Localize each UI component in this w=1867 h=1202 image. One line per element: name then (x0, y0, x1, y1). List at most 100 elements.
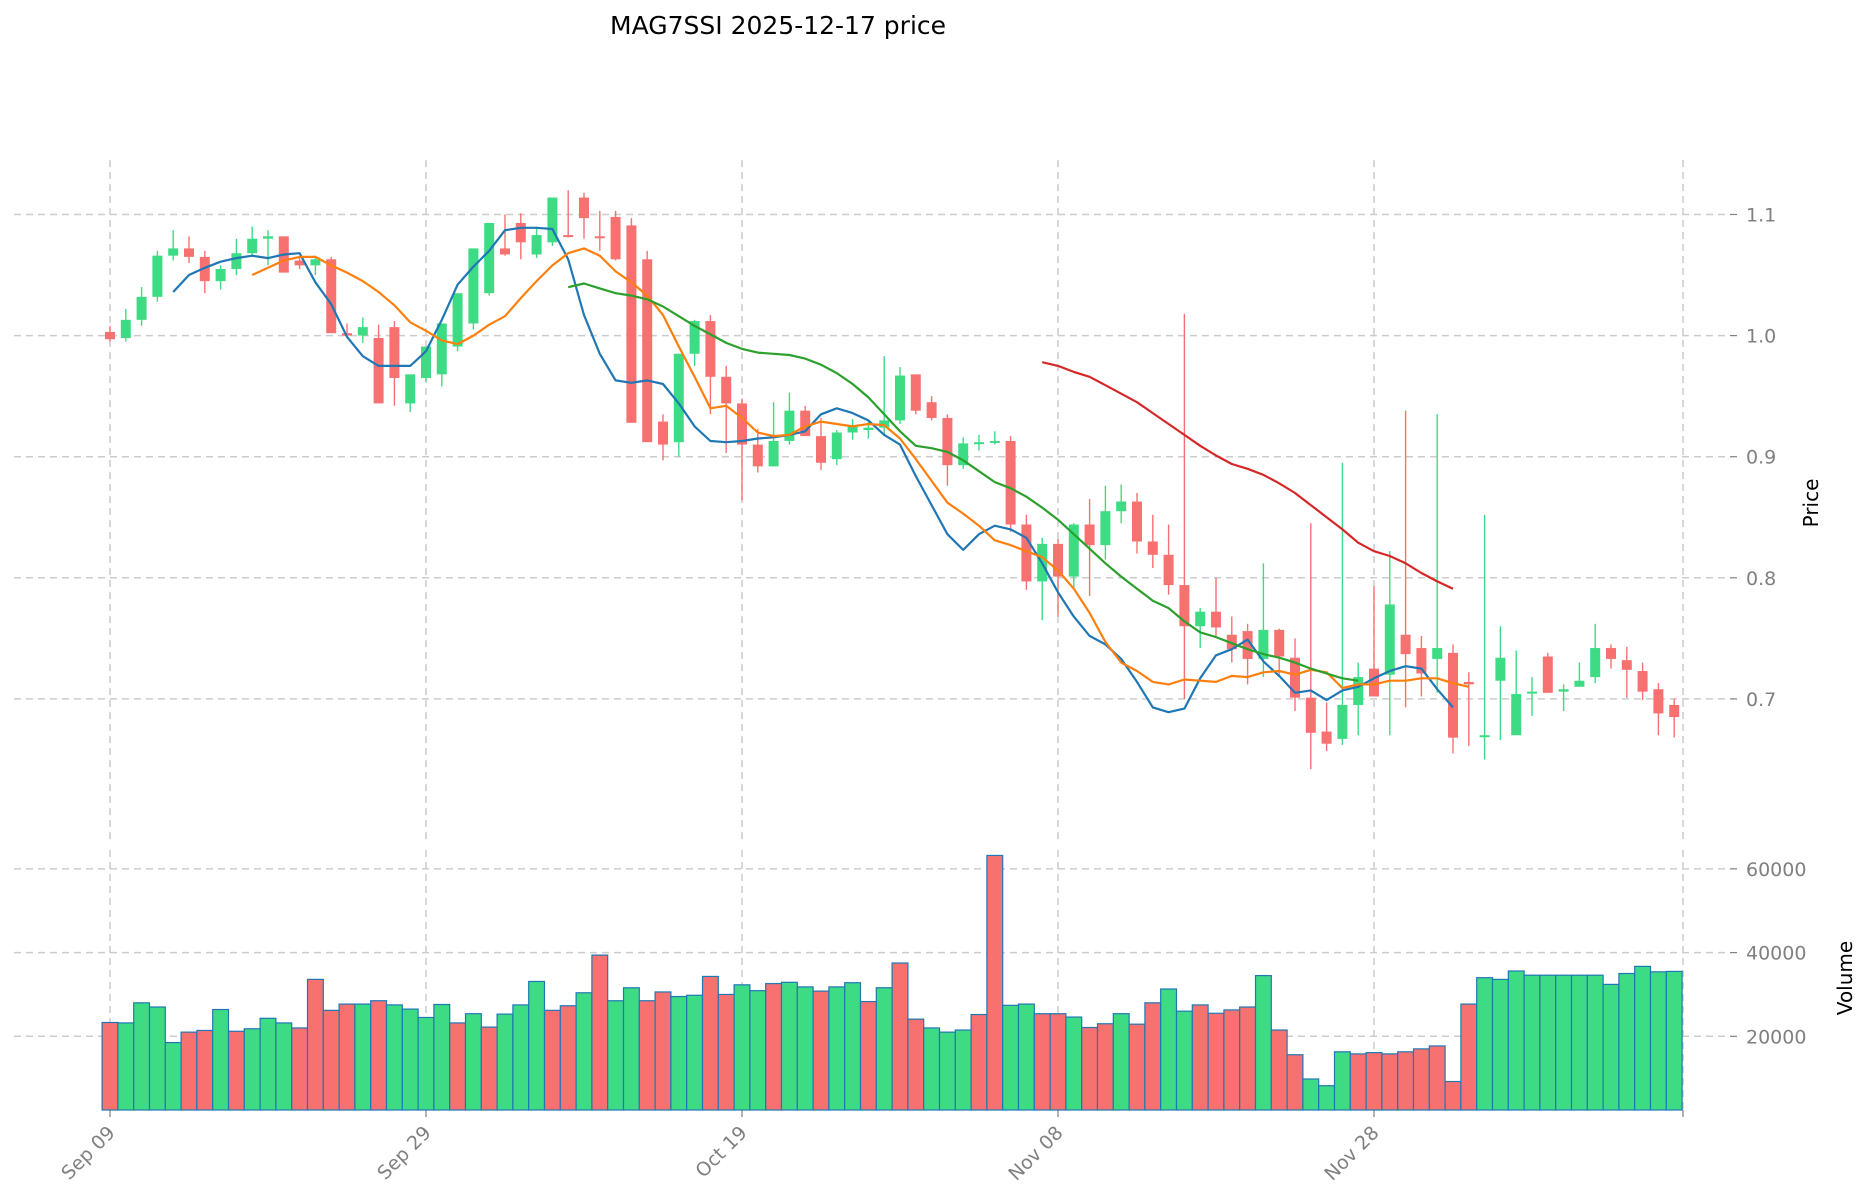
volume-bar (370, 1000, 388, 1111)
volume-bar (844, 982, 862, 1111)
volume-bar (591, 954, 609, 1111)
volume-bar (1286, 1054, 1304, 1111)
volume-bar (686, 994, 704, 1111)
volume-bar (1507, 970, 1525, 1111)
candle-body (389, 327, 400, 378)
volume-bar (701, 975, 719, 1111)
volume-bar (259, 1017, 277, 1111)
candle-body (1211, 611, 1221, 628)
volume-bar (1634, 965, 1652, 1111)
grid-lines (14, 160, 1730, 1110)
candle-body (721, 376, 732, 404)
volume-bar (1570, 974, 1588, 1111)
volume-bar (1523, 974, 1541, 1111)
candle-body (484, 222, 495, 294)
candle-body (500, 248, 510, 255)
candle-body (689, 321, 700, 354)
volume-bar (212, 1008, 230, 1111)
candle-body (926, 402, 937, 418)
candle-body (642, 259, 653, 443)
candle-body (1511, 694, 1522, 736)
candle-body (294, 260, 305, 266)
candle-body (1290, 657, 1300, 698)
volume-bar (543, 1009, 561, 1111)
volume-bar (528, 980, 546, 1111)
candle-body (1384, 604, 1395, 675)
volume-bar (986, 854, 1004, 1111)
x-tick-label: Sep 29 (373, 1122, 435, 1184)
candle-body (1021, 524, 1032, 582)
candle-body (136, 296, 147, 320)
volume-bar (480, 1026, 498, 1111)
candle-body (421, 346, 431, 378)
price-tick-label: 0.8 (1746, 568, 1776, 590)
volume-bar (670, 995, 688, 1111)
candle-body (468, 248, 479, 324)
volume-bar (496, 1013, 514, 1111)
candle-body (989, 440, 1000, 443)
volume-bar (1460, 1003, 1478, 1111)
candle-body (958, 443, 969, 466)
candle-body (942, 417, 953, 466)
candle-body (816, 436, 826, 463)
volume-bar (1618, 972, 1636, 1111)
moving-average-line (567, 282, 1359, 682)
candle-body (1084, 524, 1095, 546)
candle-body (1195, 611, 1206, 627)
volume-axis-label: Volume (1833, 941, 1857, 1015)
candle-body (105, 331, 115, 340)
volume-bar (1428, 1045, 1446, 1111)
volume-bar (907, 1018, 925, 1111)
candle-body (879, 420, 890, 428)
moving-average-line (1041, 361, 1454, 590)
volume-bar (354, 1003, 372, 1111)
volume-bar (717, 993, 735, 1111)
volume-bar (1397, 1051, 1415, 1111)
volume-bars (101, 854, 1683, 1111)
volume-bar (433, 1003, 451, 1111)
candles (105, 190, 1680, 770)
volume-bar (164, 1041, 182, 1111)
candle-body (1400, 634, 1411, 655)
candle-body (1542, 656, 1553, 693)
candle-body (1179, 585, 1190, 627)
volume-bar (180, 1031, 198, 1111)
candle-body (1669, 704, 1680, 718)
candle-body (1258, 629, 1269, 659)
volume-bar (575, 992, 593, 1111)
volume-bar (1207, 1012, 1225, 1111)
candle-body (1226, 634, 1237, 650)
candle-body (626, 225, 637, 423)
candle-body (1432, 648, 1443, 659)
volume-bar (1254, 975, 1272, 1111)
volume-bar (1033, 1013, 1051, 1111)
volume-bar (512, 1004, 530, 1111)
volume-bar (828, 986, 846, 1111)
volume-bar (133, 1002, 151, 1111)
volume-bar (291, 1027, 309, 1111)
candle-body (1448, 652, 1458, 738)
volume-bar (338, 1003, 356, 1111)
candle-body (863, 427, 874, 431)
volume-bar (101, 1021, 119, 1111)
volume-bar (1065, 1016, 1083, 1111)
candle-body (263, 236, 273, 239)
volume-tick-label: 40000 (1746, 943, 1806, 965)
candle-body (231, 253, 242, 269)
price-axis-label: Price (1799, 479, 1823, 528)
candle-body (1574, 680, 1585, 687)
candle-body (784, 410, 795, 441)
volume-bar (796, 986, 814, 1111)
candle-body (563, 235, 574, 238)
candle-body (1495, 657, 1506, 681)
candle-body (1463, 681, 1474, 685)
volume-bar (812, 990, 830, 1111)
candle-body (1606, 648, 1616, 659)
volume-bar (1096, 1023, 1114, 1111)
x-axis-ticks: Sep 09 Sep 29 Oct 19 Nov 08 Nov 28 (57, 1110, 1684, 1185)
candle-body (1100, 511, 1111, 546)
candle-body (910, 374, 921, 411)
candle-body (705, 321, 716, 377)
candle-body (1479, 735, 1490, 738)
